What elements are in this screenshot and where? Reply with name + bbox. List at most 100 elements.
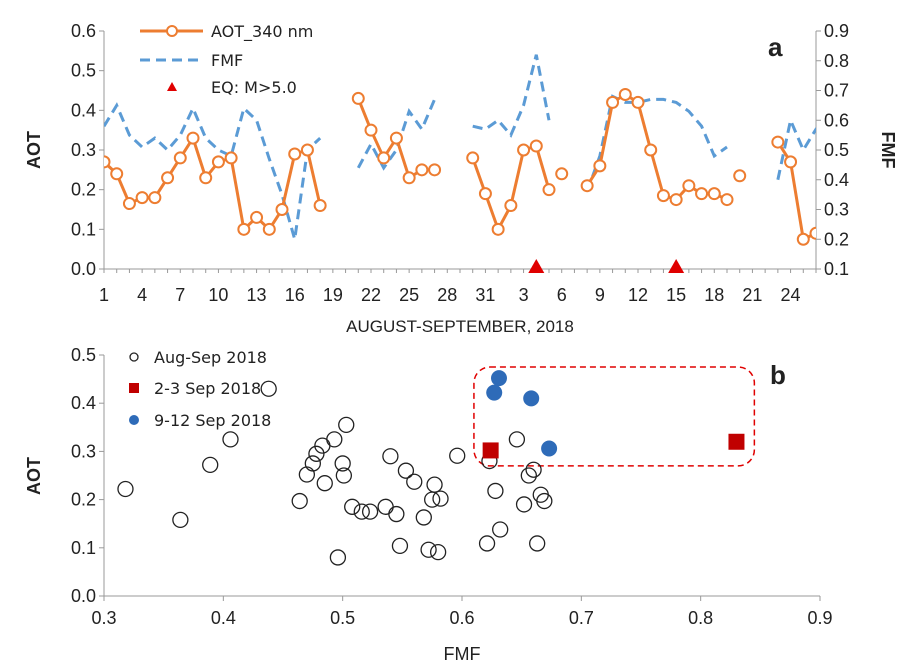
augsep-point xyxy=(202,456,219,474)
augsep-point xyxy=(260,380,277,397)
panel-a-ytick-label: 0.2 xyxy=(71,180,96,200)
aot-point xyxy=(466,151,480,165)
aot-line-segment xyxy=(776,141,816,242)
augsep-point xyxy=(344,498,361,515)
aot-point xyxy=(618,87,632,101)
sep23-point xyxy=(482,442,499,459)
legend-aot-label: AOT_340 nm xyxy=(211,22,313,42)
aot-point xyxy=(377,151,391,165)
aot-point xyxy=(695,187,709,201)
earthquake-marker xyxy=(528,259,545,273)
panel-a-xtick-label: 19 xyxy=(323,285,343,305)
aot-point xyxy=(415,163,429,177)
aot-point xyxy=(161,171,175,185)
aot-point xyxy=(250,210,264,224)
aot-point xyxy=(771,135,785,149)
panel-b-y-ticks: 0.0 0.1 0.2 0.3 0.4 0.5 xyxy=(71,345,104,606)
aot-point xyxy=(491,222,505,236)
aot-point xyxy=(682,179,696,193)
sep912-point xyxy=(541,440,558,457)
aot-point xyxy=(148,191,162,205)
sep23-point xyxy=(728,433,745,450)
panel-a-ytick-label: 0.5 xyxy=(71,61,96,81)
aot-point xyxy=(288,147,302,161)
aot-point xyxy=(237,222,251,236)
aot-point xyxy=(555,167,569,181)
panel-a-xtick-label: 18 xyxy=(704,285,724,305)
panel-a-y2tick-label: 0.8 xyxy=(824,51,849,71)
sep912-point xyxy=(523,390,540,407)
augsep-point xyxy=(326,431,343,448)
augsep-point xyxy=(314,437,331,454)
augsep-point xyxy=(334,455,351,472)
panel-a-xtick-label: 22 xyxy=(361,285,381,305)
aot-point xyxy=(402,171,416,185)
legend-eq-marker xyxy=(167,82,177,91)
aot-point xyxy=(211,155,225,169)
aot-point xyxy=(122,197,136,211)
panel-b-ytick-label: 0.3 xyxy=(71,441,96,461)
aot-point xyxy=(428,163,442,177)
panel-b-xtick-label: 0.7 xyxy=(569,608,594,628)
augsep-point xyxy=(391,537,409,555)
panel-a-y2tick-label: 0.1 xyxy=(824,259,849,279)
aot-point xyxy=(656,189,670,203)
panel-b-xtick-label: 0.9 xyxy=(807,608,832,628)
aot-point xyxy=(389,131,403,145)
legend-fmf-label: FMF xyxy=(211,51,243,70)
panel-b: 0.0 0.1 0.2 0.3 0.4 0.5 0.3 0.4 0.5 0.6 0.7 0.8 0.9… xyxy=(24,345,833,664)
aot-point xyxy=(809,226,816,240)
aot-point xyxy=(669,193,683,207)
legend-augsep-marker xyxy=(129,352,139,362)
sep912-point xyxy=(490,370,507,387)
augsep-point xyxy=(515,496,533,513)
aot-point xyxy=(796,232,810,246)
panel-b-xlabel: FMF xyxy=(444,644,481,664)
panel-b-ytick-label: 0.5 xyxy=(71,345,96,365)
aot-point xyxy=(186,131,200,145)
aot-point xyxy=(199,171,213,185)
panel-a-ytick-label: 0.4 xyxy=(71,100,96,120)
aot-point xyxy=(631,95,645,109)
panel-b-xtick-label: 0.4 xyxy=(211,608,236,628)
fmf-line-segment xyxy=(776,115,816,181)
aot-point xyxy=(580,179,594,193)
panel-a-xtick-label: 21 xyxy=(742,285,762,305)
augsep-point xyxy=(432,490,449,507)
augsep-point xyxy=(335,467,353,484)
augsep-point xyxy=(478,535,496,552)
panel-a-ytick-label: 0.6 xyxy=(71,21,96,41)
panel-a-xtick-label: 4 xyxy=(137,285,147,305)
panel-a-xlabel: AUGUST-SEPTEMBER, 2018 xyxy=(346,317,574,336)
panel-b-ytick-label: 0.0 xyxy=(71,586,96,606)
panel-a-xtick-label: 28 xyxy=(437,285,457,305)
fmf-line-segment xyxy=(104,102,322,240)
panel-a: 0.0 0.1 0.2 0.3 0.4 0.5 0.6 0.1 0.2 0.3 0.4 0.5 0.6… xyxy=(24,21,898,336)
augsep-point xyxy=(415,509,432,526)
aot-point xyxy=(313,199,327,213)
panel-a-y2tick-label: 0.2 xyxy=(824,229,849,249)
augsep-point xyxy=(361,503,379,520)
augsep-point xyxy=(298,466,316,483)
panel-a-letter: a xyxy=(768,32,783,62)
panel-a-xtick-label: 12 xyxy=(628,285,648,305)
highlight-box xyxy=(473,366,756,467)
augsep-point xyxy=(329,549,347,566)
panel-a-ytick-label: 0.1 xyxy=(71,219,96,239)
aot-point xyxy=(300,143,314,157)
panel-a-x-ticks: 1 4 7 10 13 16 19 22 25 28 31 3 6 9 12 15 18 21 24 xyxy=(99,269,817,305)
panel-a-earthquake-markers xyxy=(528,259,685,273)
panel-b-xtick-label: 0.6 xyxy=(449,608,474,628)
augsep-point xyxy=(388,505,405,523)
panel-b-ytick-label: 0.4 xyxy=(71,393,96,413)
panel-b-xtick-label: 0.8 xyxy=(688,608,713,628)
panel-a-y2-ticks: 0.1 0.2 0.3 0.4 0.5 0.6 0.7 0.8 0.9 xyxy=(816,21,849,279)
panel-a-y2tick-label: 0.4 xyxy=(824,170,849,190)
panel-a-xtick-label: 15 xyxy=(666,285,686,305)
legend-aot-marker xyxy=(166,25,178,37)
augsep-point xyxy=(338,416,355,434)
augsep-point xyxy=(406,473,423,490)
aot-point xyxy=(542,183,556,197)
augsep-point xyxy=(429,543,447,561)
aot-point xyxy=(707,187,721,201)
